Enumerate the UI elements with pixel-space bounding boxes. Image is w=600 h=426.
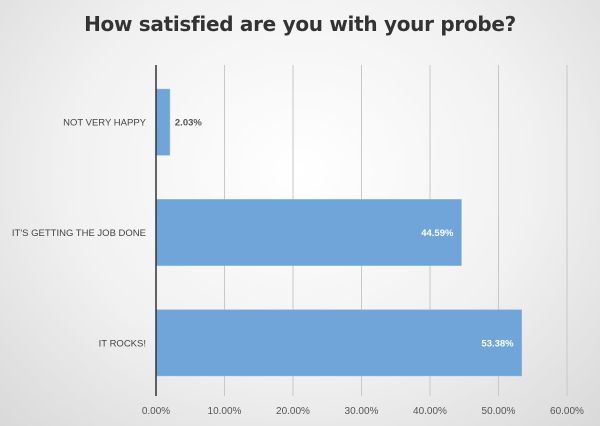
bar — [155, 309, 522, 377]
category-label: IT ROCKS! — [99, 338, 146, 349]
bar — [155, 88, 171, 156]
data-label: 53.38% — [481, 338, 514, 349]
x-tick-label: 20.00% — [276, 406, 310, 417]
bar — [155, 199, 462, 266]
chart-title: How satisfied are you with your probe? — [84, 12, 516, 36]
data-label: 2.03% — [175, 118, 202, 129]
category-label: NOT VERY HAPPY — [63, 118, 147, 129]
x-tick-label: 30.00% — [345, 406, 379, 417]
x-tick-label: 40.00% — [413, 406, 447, 417]
data-label: 44.59% — [421, 228, 454, 239]
x-tick-label: 60.00% — [550, 406, 584, 417]
x-tick-label: 50.00% — [482, 406, 516, 417]
x-tick-label: 0.00% — [142, 406, 170, 417]
x-tick-label: 10.00% — [208, 406, 242, 417]
category-label: IT'S GETTING THE JOB DONE — [12, 228, 146, 239]
